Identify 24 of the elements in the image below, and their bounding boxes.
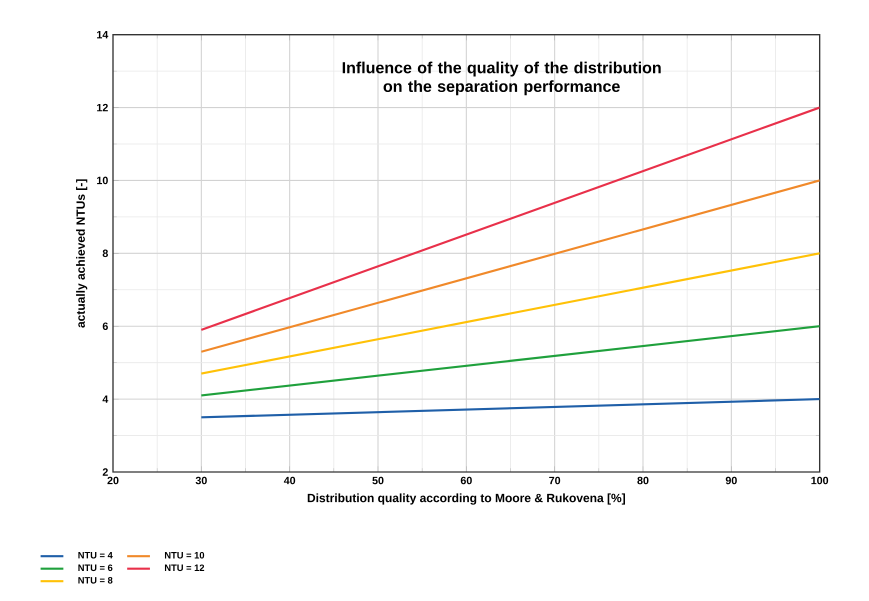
legend-label: NTU = 12 (164, 564, 204, 572)
y-axis-title: actually achieved NTUs [-] (76, 179, 88, 328)
x-tick-label: 60 (460, 476, 472, 484)
x-tick-label: 20 (107, 476, 118, 484)
y-tick-label: 6 (102, 322, 108, 330)
text: Influence of the quality of the distribution on the separation performance (342, 62, 661, 96)
x-tick-label: 70 (549, 476, 560, 484)
y-tick-label: 12 (97, 104, 108, 112)
x-axis-title: Distribution quality according to Moore & Rukovena [%] (308, 493, 625, 505)
legend-label: NTU = 6 (78, 564, 112, 572)
y-tick-label: 4 (102, 395, 108, 403)
legend-label: NTU = 4 (78, 552, 113, 558)
x-tick-label: 30 (196, 476, 207, 484)
x-tick-label: 50 (372, 476, 384, 484)
y-tick-label: 14 (97, 30, 108, 38)
y-tick-label: 10 (97, 176, 108, 184)
x-tick-label: 40 (284, 476, 296, 484)
legend-label: NTU = 10 (164, 552, 204, 559)
x-tick-label: 80 (637, 476, 648, 484)
x-tick-label: 90 (726, 476, 737, 484)
x-tick-label: 100 (811, 476, 828, 484)
legend-label: NTU = 8 (78, 576, 112, 584)
y-tick-label: 8 (102, 250, 108, 258)
y-tick-label: 2 (102, 468, 108, 476)
